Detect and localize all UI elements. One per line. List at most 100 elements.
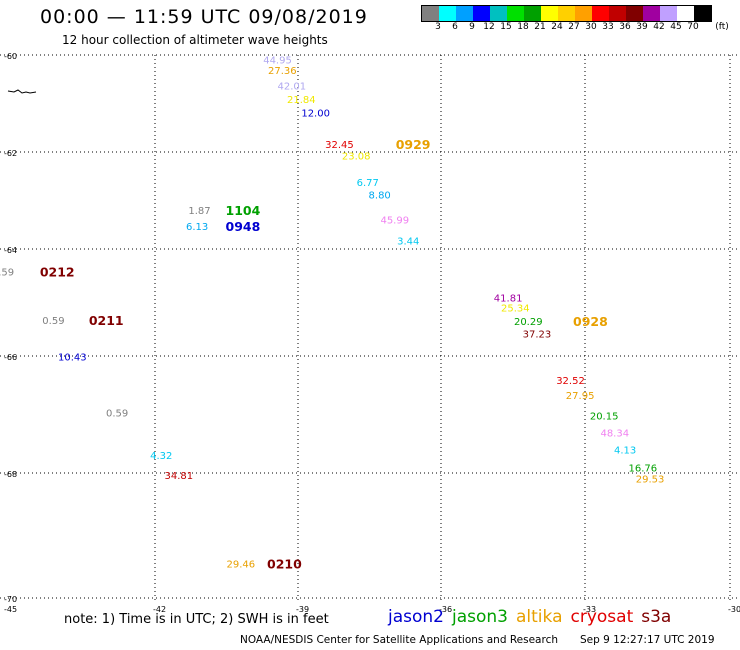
satellite-name-jason3: jason3 (452, 607, 508, 627)
pass-time-label: 0211 (89, 313, 124, 328)
wave-height-value: 45.99 (380, 215, 409, 226)
satellite-name-altika: altika (516, 607, 563, 627)
satellite-legend: jason2 jason3 altika cryosat s3a (388, 607, 679, 627)
legend-swatch (422, 6, 439, 21)
legend-unit-label: (ft) (715, 22, 729, 32)
latitude-label: -66 (4, 353, 17, 362)
map-gridlines (0, 54, 740, 600)
wave-height-value: 0.59 (0, 267, 14, 278)
wave-height-value: 23.08 (342, 151, 371, 162)
pass-time-label: 0212 (40, 264, 75, 279)
satellite-name-s3a: s3a (641, 607, 672, 627)
legend-swatch (507, 6, 524, 21)
footer-note: note: 1) Time is in UTC; 2) SWH is in fe… (64, 612, 329, 627)
legend-tick-label: 6 (452, 22, 458, 32)
legend-swatch (677, 6, 694, 21)
legend-swatch (575, 6, 592, 21)
legend-swatch (609, 6, 626, 21)
latitude-label: -60 (4, 52, 17, 61)
legend-swatch (524, 6, 541, 21)
legend-swatch (490, 6, 507, 21)
latitude-label: -70 (4, 595, 17, 604)
latitude-label: -62 (4, 149, 17, 158)
wave-height-value: 10.43 (58, 353, 87, 364)
wave-height-value: 4.32 (150, 451, 172, 462)
wave-height-value: 0.59 (106, 409, 128, 420)
legend-swatch (558, 6, 575, 21)
pass-time-label: 0929 (396, 137, 431, 152)
pass-time-label: 0210 (267, 557, 302, 572)
longitude-label: -45 (4, 605, 17, 614)
legend-tick-label: 12 (483, 22, 495, 32)
generation-timestamp: Sep 9 12:27:17 UTC 2019 (580, 634, 715, 646)
legend-swatch (592, 6, 609, 21)
longitude-label: -42 (153, 605, 166, 614)
wave-height-value: 0.59 (42, 316, 64, 327)
longitude-label: -30 (728, 605, 740, 614)
longitude-label: -33 (583, 605, 596, 614)
pass-time-label: 0928 (573, 314, 608, 329)
legend-swatch (626, 6, 643, 21)
legend-tick-label: 15 (500, 22, 512, 32)
coastline-fragment (7, 89, 37, 94)
latitude-labels: -60 -62 -64 -66 -68 -70 (4, 52, 17, 604)
coastline-outline (7, 89, 37, 94)
wave-height-value: 42.01 (278, 82, 307, 93)
wave-height-value: 29.46 (227, 560, 256, 571)
legend-tick-label: 45 (670, 22, 682, 32)
legend-tick-label: 36 (619, 22, 631, 32)
color-legend (421, 5, 712, 22)
latitude-label: -68 (4, 470, 17, 479)
pass-time-label: 1104 (226, 203, 261, 218)
page-subtitle: 12 hour collection of altimeter wave hei… (62, 33, 328, 47)
satellite-name-cryosat: cryosat (570, 607, 634, 627)
wave-height-value: 6.13 (186, 222, 208, 233)
wave-height-value: 41.81 (494, 294, 523, 305)
wave-height-value: 8.80 (369, 191, 391, 202)
legend-swatch (439, 6, 456, 21)
longitude-label: -36 (439, 605, 452, 614)
satellite-name-jason2: jason2 (388, 607, 444, 627)
latitude-label: -64 (4, 246, 17, 255)
legend-swatch (643, 6, 660, 21)
wave-height-value: 27.36 (268, 66, 297, 77)
wave-height-value: 34.81 (165, 471, 194, 482)
legend-tick-label: 21 (534, 22, 546, 32)
legend-tick-label: 18 (517, 22, 529, 32)
wave-height-value: 4.13 (614, 446, 636, 457)
legend-tick-label: 39 (636, 22, 648, 32)
legend-tick-label: 30 (585, 22, 597, 32)
wave-height-value: 32.45 (325, 140, 354, 151)
wave-height-value: 12.00 (301, 109, 330, 120)
legend-tick-label: 27 (568, 22, 580, 32)
legend-swatch (660, 6, 677, 21)
legend-swatch (694, 6, 711, 21)
legend-swatch (456, 6, 473, 21)
legend-tick-label: 70 (687, 22, 699, 32)
wave-height-value: 37.23 (523, 330, 552, 341)
wave-height-value: 32.52 (556, 376, 585, 387)
legend-swatch (473, 6, 490, 21)
wave-height-value: 20.15 (590, 412, 619, 423)
wave-height-value: 3.44 (397, 236, 419, 247)
wave-height-value: 44.95 (263, 55, 292, 66)
legend-tick-label: 42 (653, 22, 665, 32)
wave-height-value: 21.84 (287, 95, 316, 106)
legend-swatch (541, 6, 558, 21)
legend-tick-label: 33 (602, 22, 614, 32)
longitude-labels: -45 -42 -39 -36 -33 -30 (4, 605, 740, 614)
wave-height-value: 6.77 (357, 178, 379, 189)
pass-time-label: 0948 (226, 219, 261, 234)
longitude-label: -39 (296, 605, 309, 614)
wave-height-value: 48.34 (600, 429, 629, 440)
legend-tick-label: 24 (551, 22, 563, 32)
credit-line: NOAA/NESDIS Center for Satellite Applica… (240, 634, 558, 646)
wave-height-value: 29.53 (636, 475, 665, 486)
legend-tick-label: 3 (435, 22, 441, 32)
page-title: 00:00 — 11:59 UTC 09/08/2019 (40, 6, 368, 28)
wave-height-value: 20.29 (514, 317, 543, 328)
wave-height-value: 16.76 (629, 464, 658, 475)
